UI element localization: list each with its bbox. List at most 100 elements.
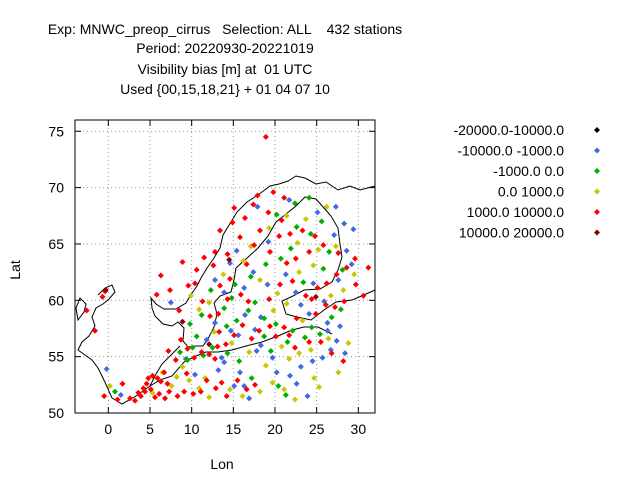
y-tick-label: 55 [48,349,64,365]
data-point [328,314,335,321]
data-point [252,299,258,306]
legend-marker [594,168,600,174]
data-point [231,382,238,389]
data-point [187,292,194,299]
data-point [283,212,290,219]
data-point [242,215,248,222]
data-point [250,269,257,276]
data-point [310,262,317,269]
legend-label: -10000.0 -1000.0 [457,143,564,159]
data-point [287,230,293,237]
data-point [228,295,235,302]
data-point [241,284,248,291]
data-point [265,238,272,245]
data-point [236,358,243,365]
data-point [227,386,233,393]
data-point [193,266,200,273]
data-point [206,299,213,306]
data-point [179,363,186,370]
data-point [312,293,319,300]
data-point [286,332,293,339]
data-point [203,377,210,384]
data-point [207,287,214,294]
data-point [156,390,163,397]
data-point [264,281,271,288]
data-point [206,341,213,348]
data-point [247,273,254,280]
data-point [177,336,184,343]
legend-label: 0.0 1000.0 [498,184,564,200]
data-point [289,278,296,285]
data-point [348,261,355,268]
y-tick-label: 50 [48,405,64,421]
data-point [328,350,335,357]
grid-lines [75,120,375,414]
data-point [282,391,289,398]
data-point [323,280,330,287]
data-point [179,258,186,265]
axes: 0 5 10 15 20 25 30 50 55 60 65 70 75 [48,119,376,437]
data-points [83,133,372,404]
data-point [283,300,290,307]
data-point [257,277,263,284]
data-point [275,382,282,389]
data-point [206,394,213,401]
data-point [157,378,164,385]
y-axis-label: Lat [7,260,23,280]
data-point [306,194,313,201]
data-point [262,133,269,140]
data-point [270,307,277,314]
data-point [245,298,252,305]
data-point [161,369,168,376]
data-point [293,380,300,387]
data-point [307,346,314,353]
data-point [332,203,339,210]
data-point [292,396,298,403]
data-point [127,395,133,402]
data-point [281,194,288,201]
data-point [327,292,334,299]
data-point [145,375,152,382]
data-point [320,242,327,249]
data-point [254,203,261,210]
data-point [198,311,205,318]
data-point [231,204,238,211]
data-point [248,375,255,382]
data-point [265,209,272,216]
data-point [212,385,219,392]
data-point [240,257,247,264]
data-point [212,355,218,362]
y-tick-label: 65 [48,236,64,252]
data-point [217,282,223,289]
data-point [207,313,213,320]
data-point [360,292,367,299]
data-point [192,371,198,378]
data-point [184,345,191,352]
data-point [293,315,300,322]
data-point [311,375,318,382]
data-point [333,271,340,278]
data-point [222,341,229,348]
data-point [239,322,246,329]
data-point [314,284,321,291]
data-point [267,348,274,355]
data-point [103,366,110,373]
data-point [266,296,273,303]
data-point [270,189,277,196]
data-point [319,354,326,361]
data-point [332,243,339,250]
data-point [302,292,309,299]
data-point [306,339,313,346]
data-point [286,197,293,204]
data-point [179,318,186,325]
data-point [198,349,205,356]
data-point [320,265,327,272]
data-point [352,255,358,262]
plot-border [74,119,376,414]
legend-label: -1000.0 0.0 [493,163,564,179]
data-point [192,280,198,287]
data-point [237,234,243,241]
data-point [277,281,283,288]
data-point [308,296,315,303]
data-point [232,281,238,288]
